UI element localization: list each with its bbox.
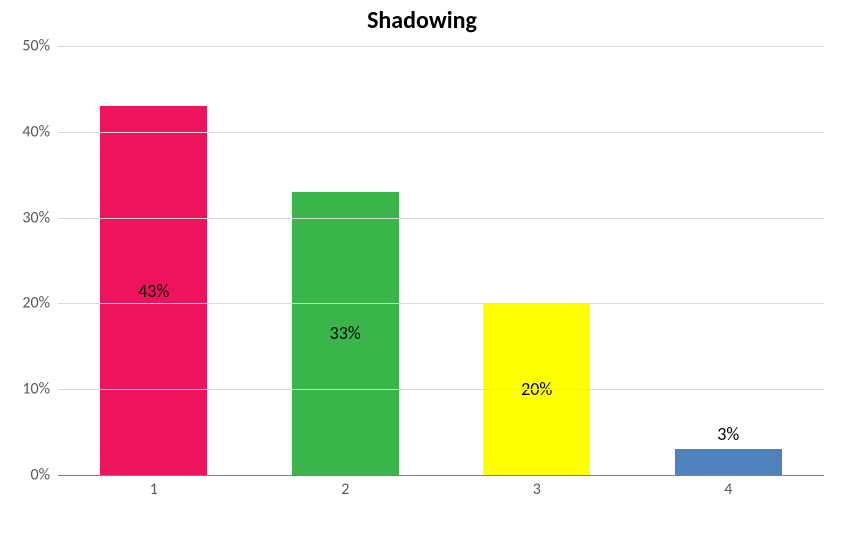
bar-value-label: 33% xyxy=(292,322,399,344)
bar: 3% xyxy=(675,449,782,475)
gridline xyxy=(58,218,824,219)
bar-slot: 33% xyxy=(250,46,442,475)
bar-slot: 20% xyxy=(441,46,633,475)
x-tick-label: 2 xyxy=(250,476,442,506)
y-tick-label: 30% xyxy=(6,208,50,227)
bar: 43% xyxy=(100,106,207,475)
gridline xyxy=(58,389,824,390)
bar-chart: Shadowing 43%33%20%3% 0%10%20%30%40%50% … xyxy=(0,0,844,537)
y-tick-label: 20% xyxy=(6,294,50,313)
chart-bars: 43% 33% 20% 3% xyxy=(58,46,824,475)
chart-plot-area: 43%33%20%3% 0%10%20%30%40%50% xyxy=(58,46,824,476)
x-tick-label: 4 xyxy=(633,476,825,506)
y-tick-label: 40% xyxy=(6,122,50,141)
x-axis-ticks: 1234 xyxy=(58,476,824,506)
gridline xyxy=(58,132,824,133)
y-tick-label: 0% xyxy=(6,466,50,485)
chart-title: Shadowing xyxy=(0,0,844,36)
y-tick-label: 10% xyxy=(6,380,50,399)
chart-plot-zone: 43%33%20%3% 0%10%20%30%40%50% 1234 xyxy=(58,36,824,506)
bar-slot: 43% xyxy=(58,46,250,475)
y-tick-label: 50% xyxy=(6,37,50,56)
x-tick-label: 1 xyxy=(58,476,250,506)
gridline xyxy=(58,303,824,304)
bar-value-label: 43% xyxy=(100,280,207,302)
x-tick-label: 3 xyxy=(441,476,633,506)
bar-slot: 3% xyxy=(633,46,825,475)
gridline xyxy=(58,46,824,47)
bar-value-label: 3% xyxy=(675,423,782,445)
bar: 33% xyxy=(292,192,399,475)
